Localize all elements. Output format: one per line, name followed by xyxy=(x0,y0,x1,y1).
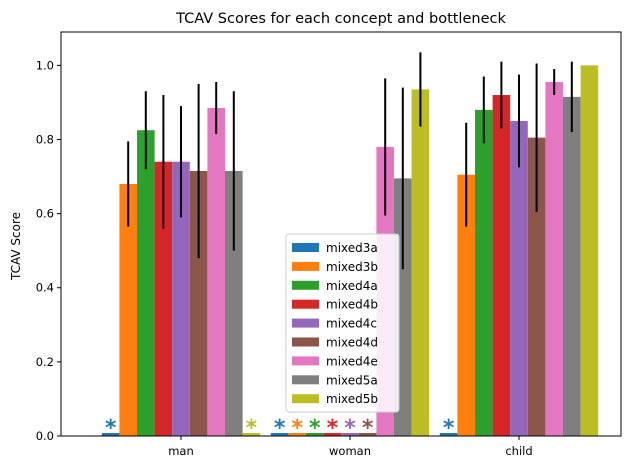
bar-mixed4b-man xyxy=(154,161,173,436)
bar-mixed4e-child xyxy=(545,82,563,437)
bar-mixed5b-child xyxy=(580,65,599,437)
significance-star: * xyxy=(327,416,339,441)
legend-swatch xyxy=(292,261,319,271)
y-tick-label: 0.0 xyxy=(36,429,54,443)
significance-star: * xyxy=(274,416,286,441)
bar-mixed4d-woman xyxy=(358,433,377,436)
significance-star: * xyxy=(443,416,455,441)
bar-mixed4e-man xyxy=(207,107,225,436)
legend-label: mixed5a xyxy=(326,373,378,387)
bar-mixed5a-man xyxy=(225,170,243,436)
legend-label: mixed3b xyxy=(326,260,378,274)
legend-label: mixed5b xyxy=(326,392,378,406)
legend-label: mixed4b xyxy=(326,298,378,312)
legend-label: mixed4d xyxy=(326,336,378,350)
bar-mixed4c-child xyxy=(510,120,528,436)
bar-mixed4b-child xyxy=(492,95,511,437)
x-tick-label: child xyxy=(505,444,532,458)
bar-mixed3b-woman xyxy=(288,433,306,436)
bar-mixed4a-man xyxy=(137,130,155,436)
y-tick-label: 0.4 xyxy=(36,281,54,295)
legend-swatch xyxy=(292,318,319,328)
y-tick-label: 0.2 xyxy=(36,355,54,369)
significance-star: * xyxy=(246,416,258,441)
legend-swatch xyxy=(292,243,319,252)
bar-mixed4a-woman xyxy=(306,433,324,436)
bar-mixed4d-man xyxy=(189,170,208,436)
significance-star: * xyxy=(344,416,356,441)
chart-title: TCAV Scores for each concept and bottlen… xyxy=(175,11,506,27)
legend-box xyxy=(285,233,400,413)
bar-mixed4c-woman xyxy=(341,433,359,436)
y-tick-label: 0.6 xyxy=(36,207,54,221)
legend-swatch xyxy=(292,280,319,290)
y-tick-label: 1.0 xyxy=(36,58,54,72)
y-tick-label: 0.8 xyxy=(36,132,54,146)
legend-swatch xyxy=(292,356,319,366)
bar-mixed5b-man xyxy=(242,433,261,436)
bar-mixed3a-woman xyxy=(270,433,289,436)
bar-mixed3b-child xyxy=(457,174,475,436)
bar-mixed4d-child xyxy=(527,137,546,436)
bar-mixed5a-child xyxy=(563,96,581,436)
legend-swatch xyxy=(292,337,319,347)
x-tick-label: woman xyxy=(329,444,371,458)
legend-label: mixed4a xyxy=(326,279,378,293)
significance-star: * xyxy=(291,416,303,441)
legend-swatch xyxy=(292,375,319,385)
significance-star: * xyxy=(309,416,321,441)
legend-swatch xyxy=(292,394,319,404)
bar-mixed3b-man xyxy=(119,183,137,436)
legend-label: mixed4c xyxy=(326,317,377,331)
legend-label: mixed3a xyxy=(326,241,378,255)
bar-mixed3a-man xyxy=(101,433,120,436)
x-tick-label: man xyxy=(168,444,194,458)
bar-mixed4a-child xyxy=(475,109,493,436)
significance-star: * xyxy=(362,416,374,441)
bar-mixed4b-woman xyxy=(323,433,342,436)
significance-star: * xyxy=(105,416,117,441)
legend-label: mixed4e xyxy=(326,354,378,368)
bar-mixed3a-child xyxy=(439,433,458,436)
bar-mixed5b-woman xyxy=(411,89,430,437)
legend-swatch xyxy=(292,299,319,309)
legend: mixed3a mixed3b mixed4a mixed4b mixed4c mixed… xyxy=(285,233,400,413)
y-axis-label: TCAV Score xyxy=(9,212,23,281)
plot-frame xyxy=(60,31,622,437)
bar-mixed4c-man xyxy=(172,161,190,436)
